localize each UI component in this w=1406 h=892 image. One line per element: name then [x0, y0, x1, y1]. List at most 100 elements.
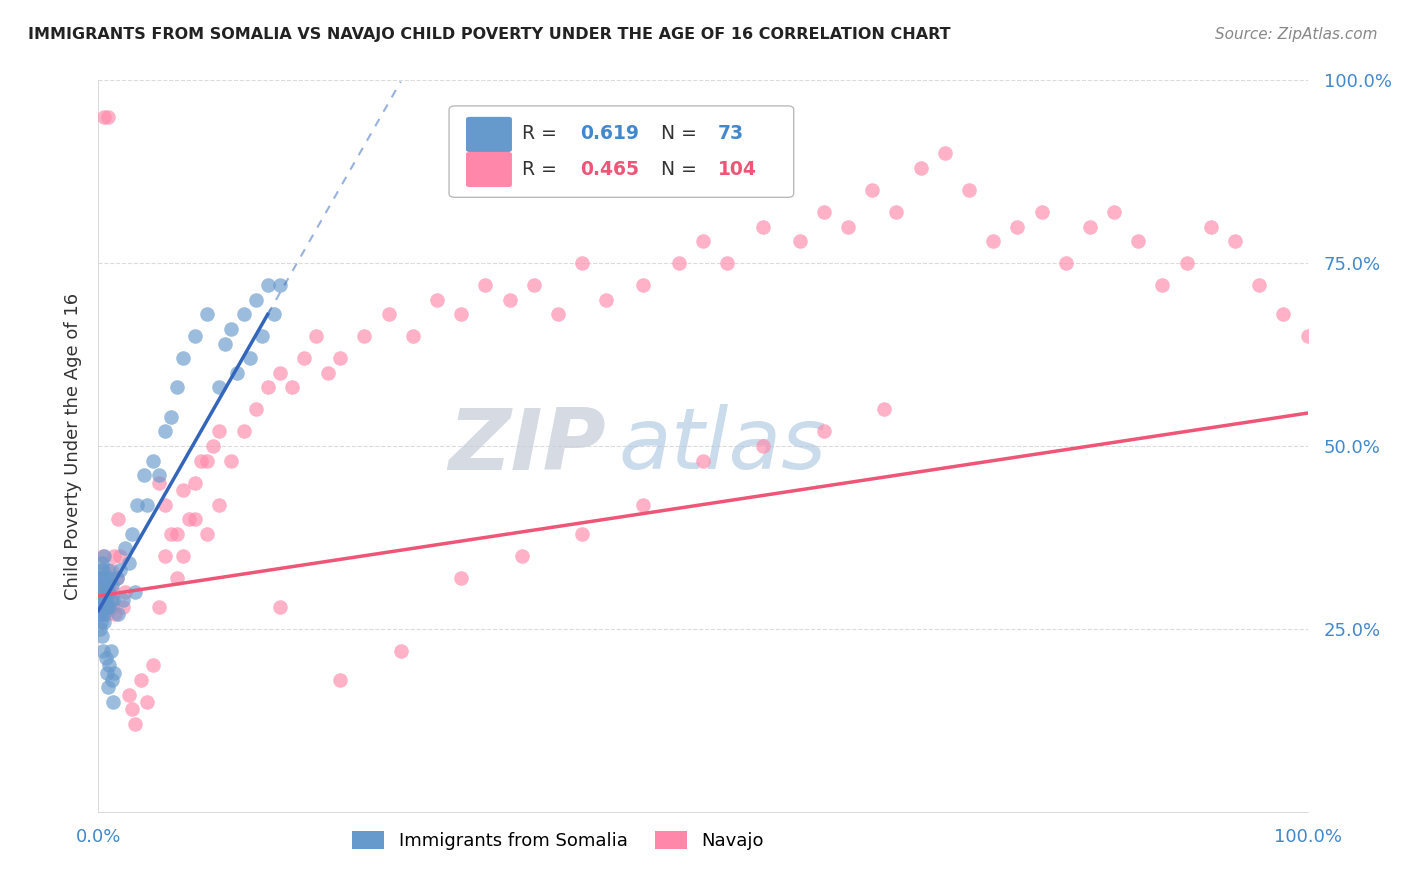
Text: R =: R = [522, 160, 562, 179]
Point [166, 571, 188, 585]
Point [148, 468, 170, 483]
Point [269, 599, 291, 614]
Point [96, 599, 118, 614]
Point [160, 526, 183, 541]
Point [93, 592, 115, 607]
Point [104, 607, 127, 622]
Point [172, 549, 194, 563]
Point [98, 599, 121, 614]
Point [118, 688, 141, 702]
Point [172, 483, 194, 497]
Text: 0.619: 0.619 [579, 124, 638, 144]
Point [232, 307, 254, 321]
Point [305, 329, 328, 343]
Point [510, 549, 533, 563]
Point [571, 526, 593, 541]
Point [226, 366, 249, 380]
Point [450, 307, 472, 321]
Point [184, 512, 207, 526]
Point [103, 665, 125, 680]
Point [631, 278, 654, 293]
Point [100, 673, 122, 687]
Point [166, 526, 188, 541]
Point [1102, 205, 1125, 219]
Point [450, 571, 472, 585]
Point [91, 629, 114, 643]
Point [190, 453, 212, 467]
Point [208, 498, 231, 512]
Point [93, 549, 115, 563]
Point [166, 380, 188, 394]
Point [239, 351, 262, 366]
Point [93, 592, 115, 607]
Point [107, 607, 129, 622]
Point [148, 599, 170, 614]
Point [91, 549, 114, 563]
Point [114, 585, 136, 599]
Point [474, 278, 496, 293]
Point [208, 425, 231, 439]
Point [813, 425, 835, 439]
Point [184, 475, 207, 490]
Point [523, 278, 546, 293]
Point [100, 563, 122, 577]
Point [108, 563, 131, 577]
Point [93, 585, 115, 599]
Point [94, 599, 117, 614]
Point [957, 183, 980, 197]
Point [1078, 219, 1101, 234]
Point [153, 425, 176, 439]
Point [111, 599, 134, 614]
Point [121, 702, 143, 716]
Point [97, 110, 120, 124]
Point [90, 585, 112, 599]
Point [97, 599, 120, 614]
Point [127, 498, 149, 512]
Point [195, 526, 218, 541]
Point [91, 571, 114, 585]
FancyBboxPatch shape [465, 117, 512, 152]
Point [142, 658, 165, 673]
Point [221, 322, 243, 336]
Point [91, 578, 114, 592]
Point [668, 256, 690, 270]
Point [1223, 234, 1246, 248]
Point [90, 599, 112, 614]
Point [329, 673, 352, 687]
Point [1007, 219, 1029, 234]
Point [692, 453, 714, 467]
Point [886, 205, 908, 219]
Point [98, 578, 121, 592]
Point [402, 329, 425, 343]
Point [837, 219, 859, 234]
Point [105, 571, 128, 585]
Point [214, 336, 236, 351]
Point [93, 110, 115, 124]
Point [91, 644, 114, 658]
Point [89, 571, 111, 585]
Point [316, 366, 339, 380]
Point [498, 293, 520, 307]
Point [1199, 219, 1222, 234]
Point [93, 615, 115, 629]
Point [250, 329, 273, 343]
Point [121, 526, 143, 541]
Point [1054, 256, 1077, 270]
Point [329, 351, 352, 366]
Point [752, 439, 775, 453]
Point [97, 681, 120, 695]
Text: 104: 104 [717, 160, 756, 179]
Point [172, 351, 194, 366]
FancyBboxPatch shape [465, 152, 512, 187]
Text: N =: N = [661, 160, 703, 179]
Point [94, 592, 117, 607]
Point [184, 329, 207, 343]
Point [389, 644, 412, 658]
Point [129, 673, 152, 687]
Point [269, 278, 291, 293]
Point [91, 607, 114, 622]
Point [1031, 205, 1053, 219]
Point [1128, 234, 1150, 248]
Point [101, 585, 124, 599]
Point [96, 607, 118, 622]
